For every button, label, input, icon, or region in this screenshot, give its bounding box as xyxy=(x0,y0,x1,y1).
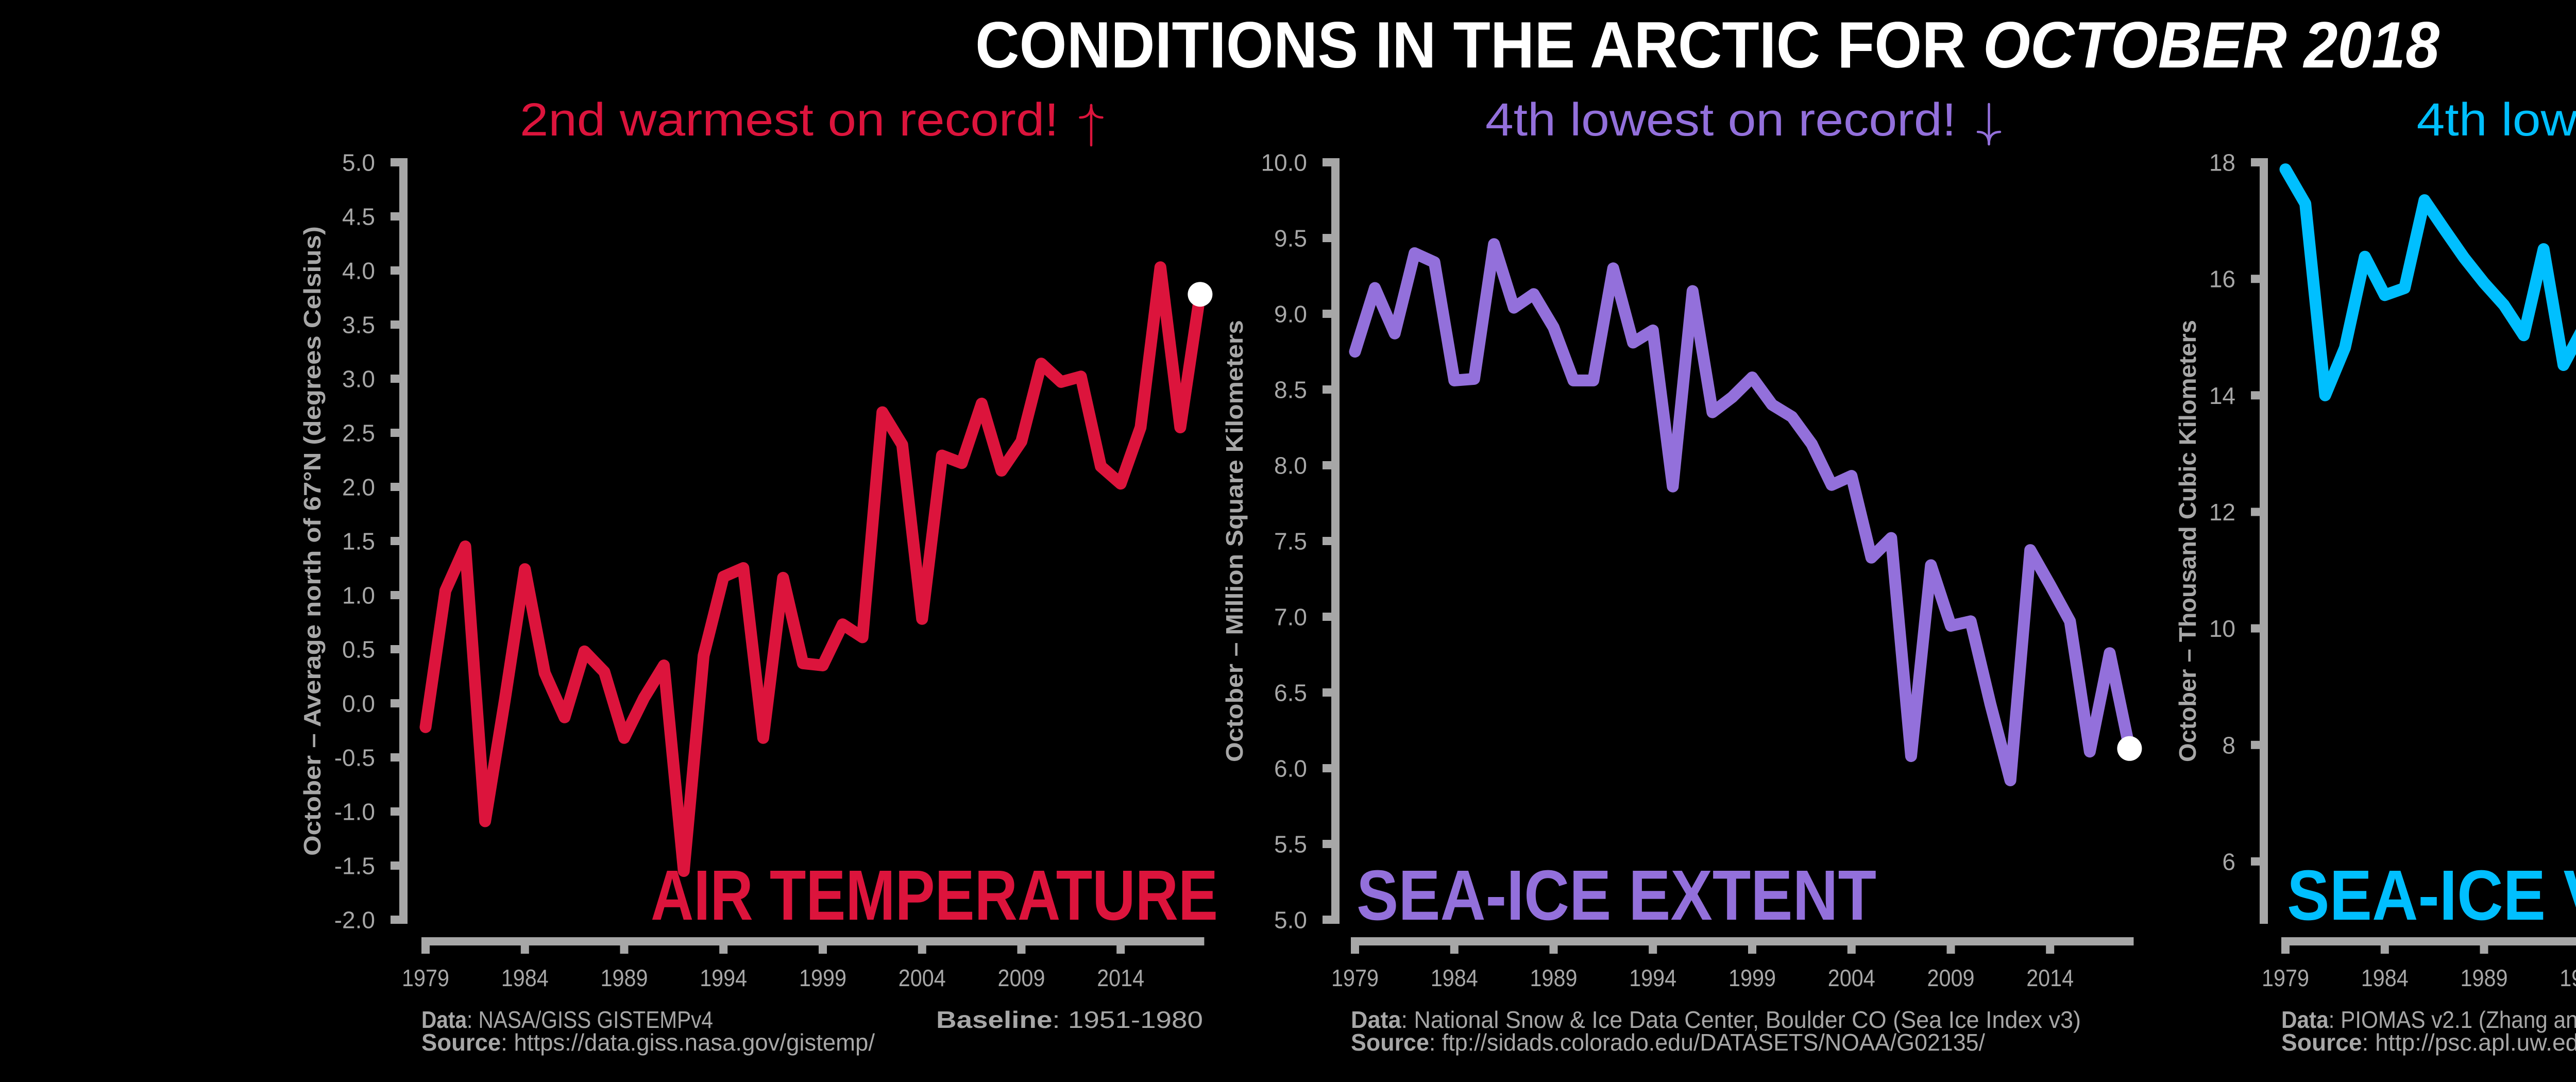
svg-text:1984: 1984 xyxy=(1431,965,1478,991)
svg-text:2009: 2009 xyxy=(1927,965,1975,991)
svg-text:Source: ftp://sidads.colorado.: Source: ftp://sidads.colorado.edu/DATASE… xyxy=(1351,1029,1985,1056)
svg-text:October – Average north of 67°: October – Average north of 67°N (degrees… xyxy=(299,226,326,856)
svg-text:1989: 1989 xyxy=(2461,965,2508,991)
svg-text:0.0: 0.0 xyxy=(342,690,375,717)
svg-text:1984: 1984 xyxy=(2361,965,2409,991)
svg-text:8: 8 xyxy=(2222,732,2235,758)
svg-text:SEA-ICE EXTENT: SEA-ICE EXTENT xyxy=(1357,856,1876,935)
svg-text:2.5: 2.5 xyxy=(342,420,375,447)
svg-text:2004: 2004 xyxy=(899,965,946,991)
svg-text:0.5: 0.5 xyxy=(342,636,375,663)
svg-text:8.5: 8.5 xyxy=(1274,377,1307,403)
svg-text:18: 18 xyxy=(2209,149,2235,176)
svg-text:-1.0: -1.0 xyxy=(334,799,375,825)
svg-text:1979: 1979 xyxy=(1331,965,1379,991)
svg-text:2009: 2009 xyxy=(998,965,1045,991)
svg-text:6.5: 6.5 xyxy=(1274,680,1307,706)
svg-text:3.0: 3.0 xyxy=(342,366,375,393)
svg-text:9.0: 9.0 xyxy=(1274,301,1307,328)
svg-text:2.0: 2.0 xyxy=(342,474,375,501)
svg-text:5.0: 5.0 xyxy=(1274,907,1307,934)
svg-text:7.5: 7.5 xyxy=(1274,528,1307,555)
svg-text:8.0: 8.0 xyxy=(1274,452,1307,479)
svg-text:6.0: 6.0 xyxy=(1274,755,1307,782)
svg-text:10.0: 10.0 xyxy=(1261,149,1307,176)
svg-text:-0.5: -0.5 xyxy=(334,745,375,771)
svg-text:14: 14 xyxy=(2209,382,2235,409)
svg-text:1979: 1979 xyxy=(402,965,449,991)
svg-text:1979: 1979 xyxy=(2262,965,2309,991)
svg-text:Data: National Snow & Ice Data: Data: National Snow & Ice Data Center, B… xyxy=(1351,1006,2081,1033)
svg-text:October – Million Square Kilom: October – Million Square Kilometers xyxy=(1221,320,1248,762)
svg-text:SEA-ICE VOLUME: SEA-ICE VOLUME xyxy=(2287,856,2576,935)
svg-text:Data: NASA/GISS GISTEMPv4: Data: NASA/GISS GISTEMPv4 xyxy=(421,1006,713,1033)
svg-text:1999: 1999 xyxy=(1728,965,1776,991)
svg-text:5.0: 5.0 xyxy=(342,149,375,176)
svg-text:3.5: 3.5 xyxy=(342,312,375,339)
svg-text:1994: 1994 xyxy=(2560,965,2576,991)
svg-text:October – Thousand Cubic Kilom: October – Thousand Cubic Kilometers xyxy=(2174,320,2201,762)
svg-text:4.0: 4.0 xyxy=(342,258,375,284)
svg-text:4th lowest on record!: 4th lowest on record! xyxy=(2417,94,2576,146)
svg-text:-1.5: -1.5 xyxy=(334,853,375,880)
svg-text:1994: 1994 xyxy=(700,965,747,991)
svg-text:Source: http://psc.apl.uw.edu/: Source: http://psc.apl.uw.edu/research/p… xyxy=(2281,1029,2576,1056)
svg-text:1999: 1999 xyxy=(799,965,846,991)
svg-text:1.0: 1.0 xyxy=(342,582,375,609)
svg-text:7.0: 7.0 xyxy=(1274,604,1307,631)
svg-text:1.5: 1.5 xyxy=(342,528,375,555)
svg-text:6: 6 xyxy=(2222,848,2235,875)
svg-text:4th lowest on record!: 4th lowest on record! xyxy=(1485,94,1956,146)
svg-text:2014: 2014 xyxy=(2026,965,2074,991)
svg-text:1989: 1989 xyxy=(601,965,648,991)
svg-text:AIR TEMPERATURE: AIR TEMPERATURE xyxy=(651,856,1218,935)
svg-text:2004: 2004 xyxy=(1828,965,1875,991)
svg-text:Source: https://data.giss.nasa: Source: https://data.giss.nasa.gov/giste… xyxy=(421,1029,875,1056)
svg-text:5.5: 5.5 xyxy=(1274,831,1307,858)
svg-text:CONDITIONS IN THE ARCTIC FOR O: CONDITIONS IN THE ARCTIC FOR OCTOBER 201… xyxy=(975,8,2439,81)
svg-text:-2.0: -2.0 xyxy=(334,907,375,934)
svg-text:2nd warmest on record!: 2nd warmest on record! xyxy=(520,94,1059,146)
svg-text:1984: 1984 xyxy=(501,965,549,991)
svg-text:1994: 1994 xyxy=(1629,965,1676,991)
svg-text:1989: 1989 xyxy=(1530,965,1578,991)
svg-text:10: 10 xyxy=(2209,615,2235,642)
svg-text:Data: PIOMAS v2.1 (Zhang and R: Data: PIOMAS v2.1 (Zhang and Rothrock, 2… xyxy=(2281,1006,2576,1033)
svg-text:2014: 2014 xyxy=(1097,965,1144,991)
svg-text:9.5: 9.5 xyxy=(1274,225,1307,252)
svg-text:12: 12 xyxy=(2209,499,2235,526)
svg-text:16: 16 xyxy=(2209,266,2235,293)
svg-text:Baseline: 1951-1980: Baseline: 1951-1980 xyxy=(936,1006,1203,1033)
svg-text:4.5: 4.5 xyxy=(342,204,375,230)
